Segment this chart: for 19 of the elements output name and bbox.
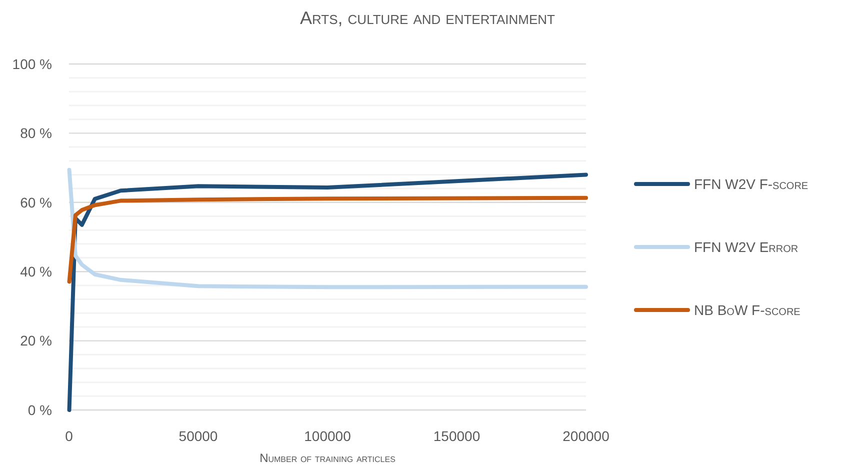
chart-title: Arts, culture and entertainment: [300, 8, 556, 28]
line-series: [67, 196, 588, 284]
y-tick-label: 0 %: [28, 402, 52, 418]
y-tick-label: 80 %: [20, 125, 52, 142]
x-tick-label: 0: [65, 428, 74, 444]
y-tick-label: 20 %: [20, 332, 52, 349]
y-tick-label: 40 %: [20, 264, 52, 280]
x-axis-title: Number of training articles: [260, 451, 396, 465]
x-tick-label: 200000: [562, 428, 610, 444]
legend-label: NB BoW F-score: [694, 302, 801, 318]
y-tick-label: 100 %: [12, 56, 52, 72]
legend-label: FFN W2V F-score: [694, 176, 808, 192]
legend-label: FFN W2V Error: [694, 238, 798, 255]
x-tick-label: 100000: [304, 428, 352, 444]
line-series: [67, 168, 588, 290]
line-series: [67, 172, 588, 412]
x-tick-label: 50000: [178, 428, 218, 444]
x-tick-label: 150000: [433, 428, 480, 444]
y-tick-label: 60 %: [20, 194, 52, 210]
